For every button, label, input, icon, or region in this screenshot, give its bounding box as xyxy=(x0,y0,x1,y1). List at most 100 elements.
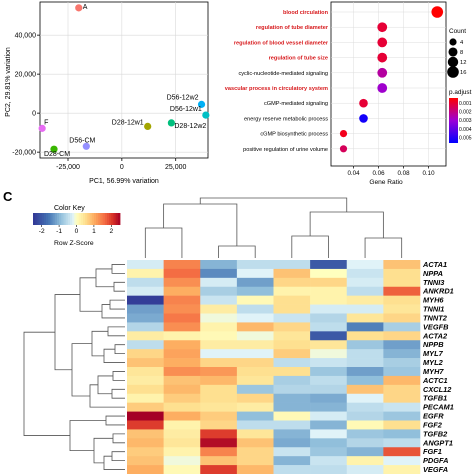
heatmap-cell xyxy=(163,456,201,466)
column-dendrogram-branch xyxy=(364,237,403,258)
row-dendrogram-branch xyxy=(23,331,70,436)
go-ticks: 0.04 0.06 0.08 0.10 xyxy=(347,166,435,177)
go-dot xyxy=(377,83,388,93)
heatmap-cell xyxy=(383,260,421,270)
color-key-swatch xyxy=(61,213,64,225)
heatmap-cell xyxy=(127,268,164,279)
go-pathway-label: cyclic-nucleotide-mediated signaling xyxy=(238,71,328,77)
row-dendrogram-branch xyxy=(103,348,125,363)
heatmap-row-label: ANKRD1 xyxy=(422,287,454,296)
heatmap-cell xyxy=(127,375,164,386)
heatmap-cell xyxy=(383,313,421,323)
heatmap-cell xyxy=(273,286,311,296)
heatmap-cell xyxy=(200,420,238,430)
count-legend-title: Count xyxy=(449,28,466,35)
go-dot xyxy=(431,6,444,18)
heatmap-cell xyxy=(346,375,384,386)
heatmap-cell xyxy=(383,384,421,395)
pca-point xyxy=(75,4,83,12)
heatmap-cell xyxy=(127,304,164,314)
heatmap-cell xyxy=(127,349,164,359)
pca-point-label: A xyxy=(83,4,88,11)
heatmap-cell xyxy=(200,411,238,421)
heatmap-cell xyxy=(383,367,421,377)
heatmap-cell xyxy=(310,402,348,412)
color-key-swatch xyxy=(111,213,114,225)
heatmap-row-label: MYL2 xyxy=(423,358,444,367)
column-dendrogram xyxy=(144,197,403,258)
heatmap-cell xyxy=(200,277,238,288)
heatmap-cell xyxy=(383,456,421,466)
heatmap-cell xyxy=(236,260,274,270)
heatmap-row-label: VEGFB xyxy=(423,322,449,331)
color-key-swatch xyxy=(65,213,69,225)
pca-point-label: D28-12w1 xyxy=(112,119,144,126)
heatmap-cell xyxy=(310,411,348,421)
heatmap-cell xyxy=(127,340,164,350)
heatmap-cell xyxy=(310,277,348,288)
pca-point xyxy=(202,111,210,119)
heatmap-cell xyxy=(346,358,384,368)
count-legend-label: 4 xyxy=(460,40,464,46)
go-dots xyxy=(339,6,444,153)
heatmap-cell xyxy=(236,402,274,412)
heatmap-cell xyxy=(273,268,311,279)
heatmap-row-label: ACTA2 xyxy=(422,331,448,340)
heatmap-cell xyxy=(200,375,238,386)
color-key-swatch xyxy=(37,213,40,225)
heatmap-row-label: FGF1 xyxy=(423,447,442,456)
color-key-swatch xyxy=(69,213,73,225)
color-key-swatch xyxy=(63,213,67,225)
color-key-swatch xyxy=(113,213,117,225)
heatmap-cell xyxy=(200,367,238,377)
heatmap-cell xyxy=(310,286,348,296)
color-key-swatch xyxy=(89,213,93,225)
heatmap-cell xyxy=(163,313,201,323)
heatmap-cell xyxy=(273,465,311,474)
heatmap-row-label: NPPA xyxy=(423,269,443,278)
heatmap-cell xyxy=(383,420,421,430)
heatmap-cell xyxy=(310,304,348,314)
pca-ticks: -25,000 0 25,000 40,000 20,000 0 -20,000 xyxy=(12,33,186,171)
heatmap-cell xyxy=(200,331,238,341)
heatmap-row-label: MYH6 xyxy=(423,296,444,305)
row-dendrogram-branch xyxy=(111,388,125,399)
color-key-swatch xyxy=(109,213,112,225)
heatmap-cells xyxy=(127,260,421,474)
color-key-swatch xyxy=(33,213,36,225)
heatmap-cell xyxy=(163,340,201,350)
heatmap-row-label: EGFR xyxy=(423,412,444,421)
heatmap-cell xyxy=(273,402,311,412)
heatmap-cell xyxy=(200,456,238,466)
heatmap-cell xyxy=(346,260,384,270)
heatmap-cell xyxy=(346,313,384,323)
color-key-swatch xyxy=(83,213,86,225)
heatmap-cell xyxy=(236,358,274,368)
column-dendrogram-branch xyxy=(291,235,329,258)
heatmap-cell xyxy=(346,295,384,305)
row-dendrogram-branch xyxy=(54,294,80,371)
heatmap-cell xyxy=(236,286,274,296)
heatmap-cell xyxy=(127,420,164,430)
padj-legend-title: p.adjust xyxy=(449,89,472,96)
color-key-tick-label: -2 xyxy=(39,228,45,235)
heatmap-cell xyxy=(200,393,238,403)
heatmap-row-label: MYL7 xyxy=(423,349,444,358)
row-dendrogram xyxy=(23,264,125,470)
color-key-ticks: -2 -1 0 1 2 xyxy=(39,225,113,235)
heatmap-cell xyxy=(127,402,164,412)
heatmap-cell xyxy=(310,375,348,386)
color-key-swatch xyxy=(59,213,62,225)
pca-y-axis-label: PC2, 29.81% variation xyxy=(5,47,12,117)
heatmap-cell xyxy=(200,286,238,296)
heatmap-row-label: TNNT2 xyxy=(423,313,448,322)
heatmap-cell xyxy=(236,375,274,386)
pca-point xyxy=(144,122,152,131)
go-dot xyxy=(377,37,388,48)
heatmap-cell xyxy=(273,340,311,350)
heatmap-cell xyxy=(273,322,311,332)
heatmap-cell xyxy=(127,367,164,377)
heatmap-row-label: TGFB1 xyxy=(423,394,447,403)
row-dendrogram-branch xyxy=(91,330,108,357)
go-dot xyxy=(377,22,388,33)
